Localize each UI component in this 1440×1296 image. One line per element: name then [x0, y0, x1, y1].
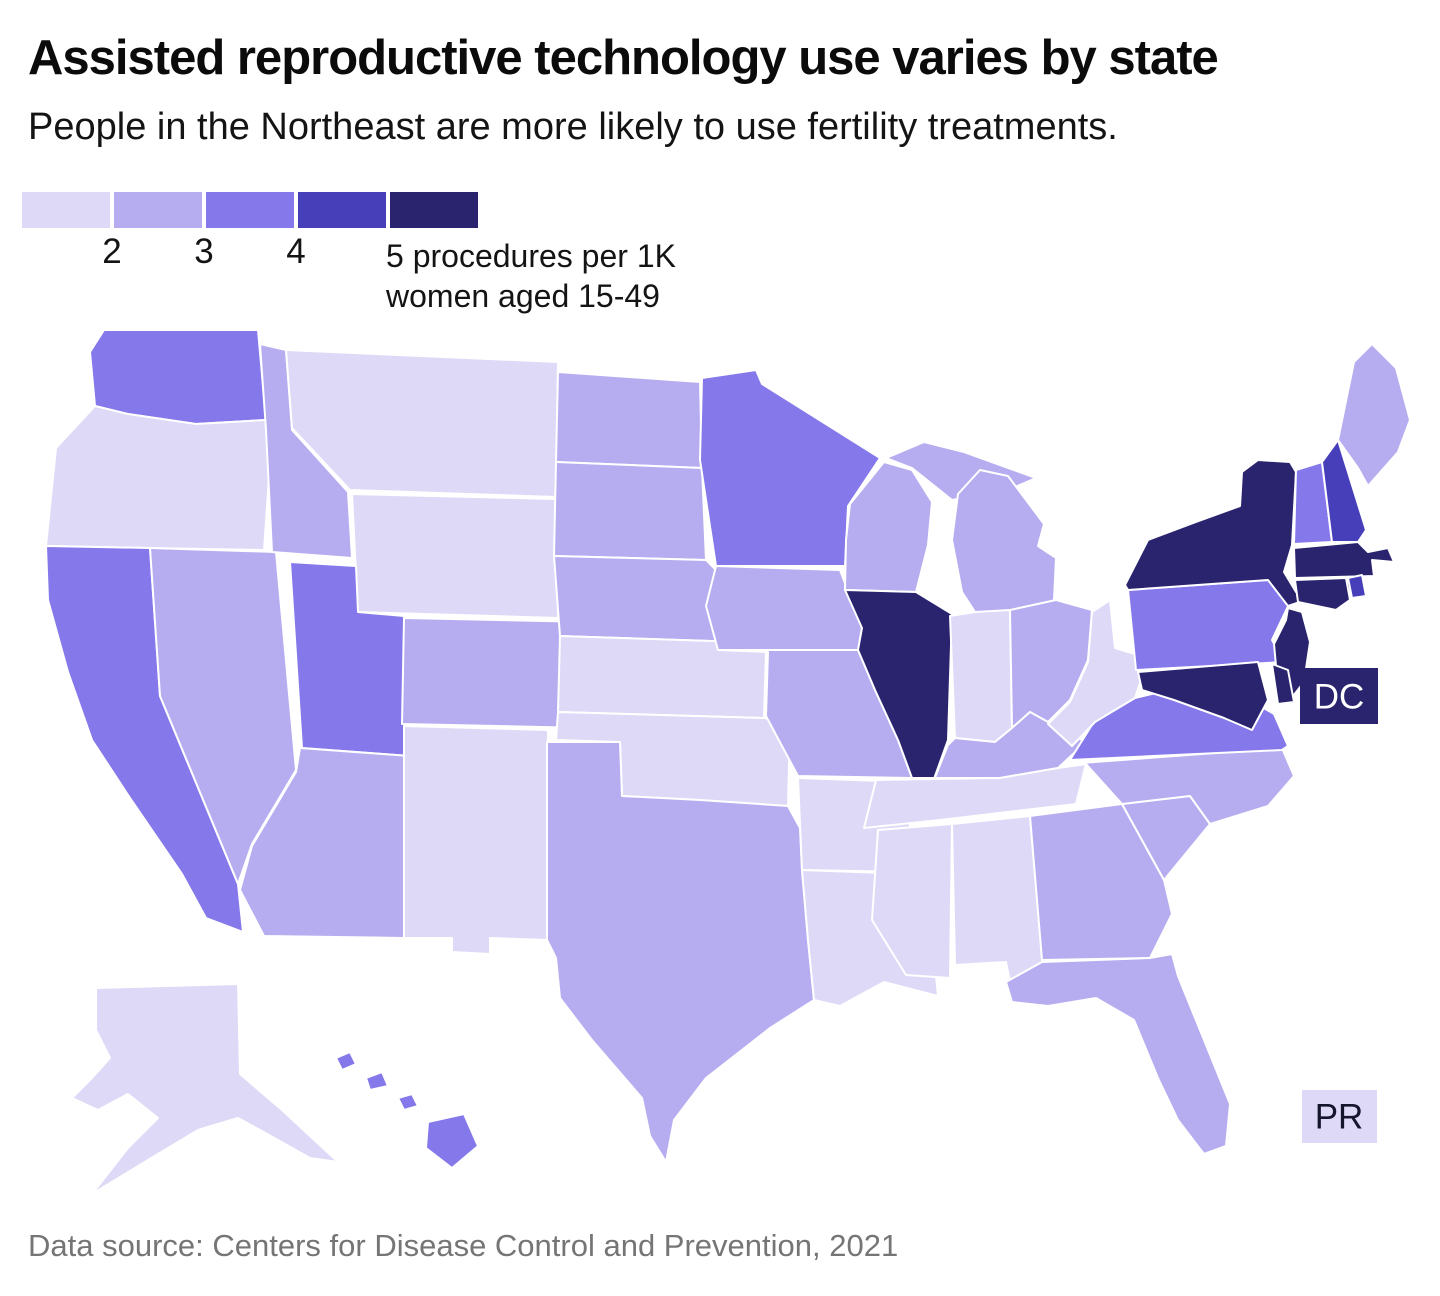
state-de [1271, 663, 1295, 705]
legend-swatch-2 [114, 192, 202, 228]
state-wv [1047, 599, 1149, 747]
legend-swatch-3 [206, 192, 294, 228]
legend-unit-label: 5 procedures per 1K women aged 15-49 [386, 236, 676, 316]
legend-swatch-5 [390, 192, 478, 228]
state-me [1337, 343, 1411, 487]
legend-unit-line2: women aged 15-49 [386, 278, 660, 314]
pr-callout: PR [1302, 1090, 1377, 1143]
state-nm [403, 725, 549, 955]
state-sd [553, 461, 707, 561]
state-ri [1347, 574, 1367, 599]
states-layer [45, 329, 1411, 1195]
state-tx [546, 741, 815, 1163]
page-subtitle: People in the Northeast are more likely … [28, 106, 1118, 148]
state-in [949, 609, 1013, 743]
dc-callout-box [1300, 668, 1378, 724]
state-ny [1124, 459, 1353, 607]
state-ms [871, 823, 953, 979]
state-ct [1294, 577, 1351, 611]
color-legend: 2 3 4 5 procedures per 1K women aged 15-… [22, 192, 842, 322]
hi-island-3 [397, 1093, 419, 1111]
dc-callout-label: DC [1314, 678, 1365, 717]
state-wi [844, 461, 933, 593]
legend-tick-2: 2 [102, 232, 122, 271]
state-hi [335, 1051, 479, 1169]
state-nd [555, 371, 703, 469]
pr-callout-box [1302, 1090, 1377, 1143]
state-wy [351, 493, 559, 619]
state-ma [1293, 541, 1395, 579]
state-wa [89, 329, 267, 425]
hi-island-4 [425, 1113, 479, 1169]
state-ia [705, 565, 863, 651]
state-nc [1067, 747, 1295, 825]
legend-swatches [22, 192, 842, 228]
data-source-note: Data source: Centers for Disease Control… [28, 1228, 899, 1263]
legend-swatch-1 [22, 192, 110, 228]
state-fl [1005, 953, 1231, 1155]
hi-island-2 [365, 1071, 389, 1091]
legend-tick-3: 3 [194, 232, 214, 271]
state-nh [1321, 439, 1367, 543]
legend-tick-4: 4 [286, 232, 306, 271]
state-ak [71, 983, 339, 1195]
state-tn [863, 763, 1087, 829]
state-mi-lower [951, 469, 1057, 615]
state-pa [1127, 579, 1291, 671]
state-or [45, 405, 273, 551]
hi-island-1 [335, 1051, 357, 1071]
dc-callout: DC [1300, 668, 1378, 724]
legend-swatch-4 [298, 192, 386, 228]
page-title: Assisted reproductive technology use var… [28, 31, 1219, 85]
pr-callout-label: PR [1315, 1098, 1364, 1137]
legend-unit-line1: 5 procedures per 1K [386, 238, 676, 274]
state-mn [699, 369, 881, 567]
state-ks [557, 635, 767, 719]
state-mt [285, 349, 559, 498]
state-md [1137, 661, 1269, 731]
